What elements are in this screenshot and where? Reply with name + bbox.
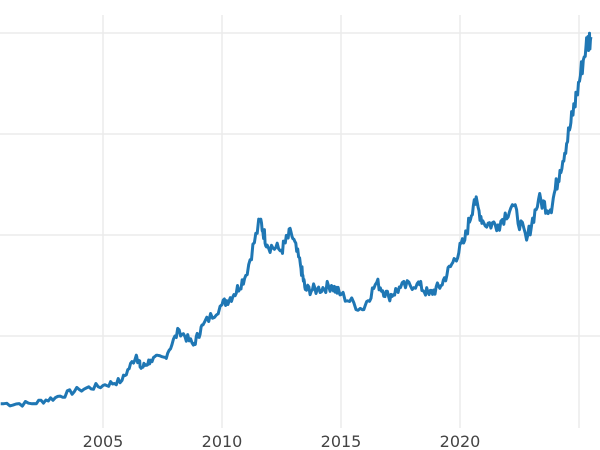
x-tick-label: 2015 xyxy=(321,432,362,450)
x-tick-label: 2020 xyxy=(440,432,481,450)
series-line xyxy=(0,31,593,408)
x-tick-label: 2010 xyxy=(202,432,243,450)
x-tick-label: 2005 xyxy=(83,432,124,450)
